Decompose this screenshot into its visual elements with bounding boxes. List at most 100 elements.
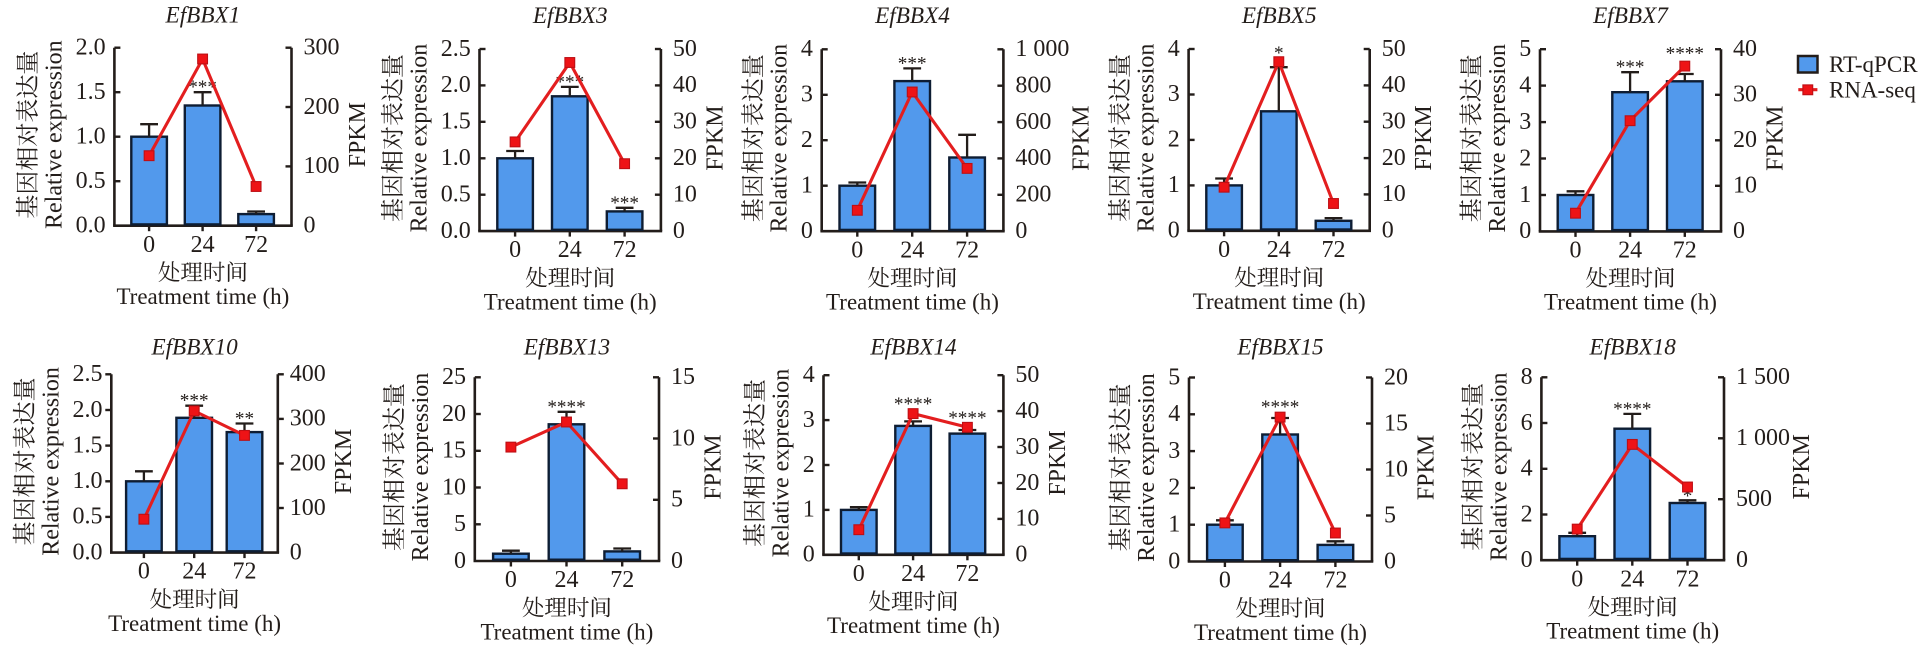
svg-text:0: 0 [1570,238,1582,264]
svg-text:1: 1 [1519,182,1531,208]
svg-text:10: 10 [673,182,697,208]
svg-text:FPKM: FPKM [1068,106,1094,171]
svg-text:****: **** [1261,397,1299,418]
svg-text:2: 2 [1521,501,1533,527]
svg-text:2: 2 [803,452,815,478]
svg-text:EfBBX14: EfBBX14 [869,335,957,361]
svg-text:50: 50 [1382,36,1406,62]
svg-text:EfBBX13: EfBBX13 [523,335,610,361]
svg-text:EfBBX3: EfBBX3 [532,3,608,29]
svg-text:****: **** [1666,44,1704,65]
svg-text:2.0: 2.0 [73,397,103,423]
svg-text:RNA-seq: RNA-seq [1829,77,1916,102]
svg-text:Relative expression: Relative expression [408,373,434,562]
svg-text:Treatment time (h): Treatment time (h) [480,619,653,644]
svg-text:1 000: 1 000 [1736,425,1790,451]
svg-text:500: 500 [1736,486,1772,512]
svg-text:2.0: 2.0 [76,35,106,61]
svg-text:Treatment time (h): Treatment time (h) [826,290,999,315]
svg-text:72: 72 [233,559,257,585]
svg-text:1.0: 1.0 [73,468,103,494]
svg-text:0: 0 [1015,218,1027,244]
svg-text:*: * [1683,486,1693,507]
svg-text:72: 72 [1673,238,1697,264]
svg-text:300: 300 [290,406,326,432]
svg-text:2.5: 2.5 [73,361,103,387]
svg-text:FPKM: FPKM [331,429,357,494]
svg-text:24: 24 [555,567,579,593]
svg-text:Relative expression: Relative expression [767,44,793,233]
svg-text:200: 200 [1015,182,1051,208]
svg-text:0: 0 [290,539,302,565]
svg-text:30: 30 [1015,434,1039,460]
svg-text:24: 24 [1267,237,1291,263]
svg-text:Relative expression: Relative expression [1485,44,1511,233]
svg-text:3: 3 [801,82,813,108]
svg-text:15: 15 [442,438,466,464]
svg-text:2: 2 [1168,127,1180,153]
svg-text:50: 50 [1015,362,1039,388]
svg-text:Relative expression: Relative expression [1486,372,1512,561]
svg-text:40: 40 [1733,36,1757,62]
svg-text:400: 400 [1015,145,1051,171]
svg-text:0.5: 0.5 [441,182,471,208]
svg-text:10: 10 [1384,456,1408,482]
svg-text:*: * [1274,43,1284,64]
svg-text:Treatment time (h): Treatment time (h) [1194,620,1367,645]
svg-text:Treatment time (h): Treatment time (h) [484,289,657,314]
svg-text:***: *** [188,77,217,98]
svg-text:Relative expression: Relative expression [407,44,433,233]
svg-text:30: 30 [1733,82,1757,108]
svg-text:24: 24 [1618,238,1642,264]
svg-text:0: 0 [1736,547,1748,573]
svg-text:2: 2 [801,127,813,153]
svg-text:0.0: 0.0 [76,213,106,239]
svg-text:2: 2 [1168,475,1180,501]
svg-text:24: 24 [1268,568,1292,594]
svg-text:400: 400 [290,361,326,387]
svg-text:Treatment time (h): Treatment time (h) [108,611,281,636]
svg-text:EfBBX7: EfBBX7 [1592,3,1669,29]
svg-text:0: 0 [801,218,813,244]
svg-text:3: 3 [1168,81,1180,107]
svg-text:1: 1 [1168,512,1180,538]
svg-text:300: 300 [304,35,340,61]
svg-text:0: 0 [1219,568,1231,594]
svg-text:4: 4 [1519,72,1531,98]
svg-text:0: 0 [1382,218,1394,244]
svg-text:72: 72 [613,237,637,263]
svg-text:0: 0 [673,218,685,244]
svg-text:1.5: 1.5 [76,79,106,105]
svg-text:4: 4 [1521,456,1533,482]
svg-text:800: 800 [1015,73,1051,99]
svg-text:EfBBX10: EfBBX10 [150,335,238,361]
svg-text:72: 72 [244,232,268,258]
svg-text:0: 0 [1168,218,1180,244]
svg-text:6: 6 [1521,410,1533,436]
svg-text:200: 200 [290,450,326,476]
svg-text:0: 0 [1571,566,1583,592]
svg-text:72: 72 [955,561,979,587]
svg-text:10: 10 [1733,173,1757,199]
svg-text:10: 10 [671,425,695,451]
svg-text:4: 4 [801,36,813,62]
svg-text:1: 1 [803,497,815,523]
svg-text:1 500: 1 500 [1736,364,1790,390]
svg-text:0: 0 [803,542,815,568]
svg-text:1: 1 [1168,172,1180,198]
svg-text:0.5: 0.5 [73,504,103,530]
svg-text:72: 72 [610,567,634,593]
svg-text:0: 0 [505,567,517,593]
svg-text:0.0: 0.0 [73,539,103,565]
svg-text:30: 30 [673,109,697,135]
svg-text:20: 20 [673,145,697,171]
svg-text:1.5: 1.5 [73,432,103,458]
svg-text:24: 24 [182,559,206,585]
svg-text:30: 30 [1382,109,1406,135]
svg-text:Relative expression: Relative expression [1134,44,1160,233]
svg-text:Treatment time (h): Treatment time (h) [1544,290,1717,315]
svg-text:****: **** [894,394,932,415]
svg-text:**: ** [235,409,254,430]
svg-text:2: 2 [1519,145,1531,171]
svg-text:Treatment time (h): Treatment time (h) [827,613,1000,638]
